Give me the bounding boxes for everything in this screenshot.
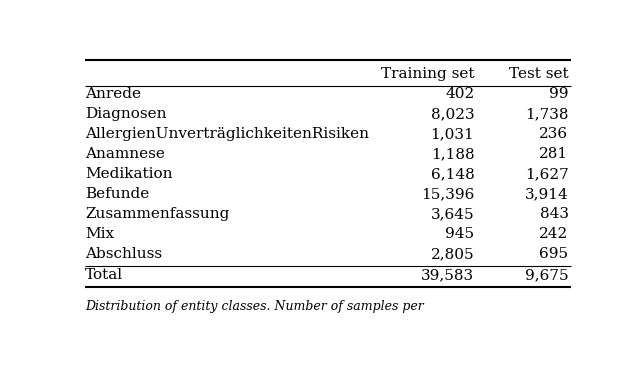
Text: Befunde: Befunde xyxy=(85,187,149,201)
Text: Abschluss: Abschluss xyxy=(85,248,162,262)
Text: Zusammenfassung: Zusammenfassung xyxy=(85,207,229,221)
Text: 1,627: 1,627 xyxy=(525,168,568,182)
Text: 1,188: 1,188 xyxy=(431,147,474,161)
Text: 3,914: 3,914 xyxy=(525,187,568,201)
Text: 9,675: 9,675 xyxy=(525,269,568,282)
Text: 402: 402 xyxy=(445,87,474,101)
Text: 1,031: 1,031 xyxy=(431,127,474,141)
Text: Test set: Test set xyxy=(509,67,568,81)
Text: 945: 945 xyxy=(445,227,474,241)
Text: 695: 695 xyxy=(540,248,568,262)
Text: 281: 281 xyxy=(540,147,568,161)
Text: Distribution of entity classes. Number of samples per: Distribution of entity classes. Number o… xyxy=(85,300,424,313)
Text: AllergienUnverträglichkeitenRisiken: AllergienUnverträglichkeitenRisiken xyxy=(85,127,369,141)
Text: 843: 843 xyxy=(540,207,568,221)
Text: Medikation: Medikation xyxy=(85,168,172,182)
Text: Anamnese: Anamnese xyxy=(85,147,165,161)
Text: 3,645: 3,645 xyxy=(431,207,474,221)
Text: 15,396: 15,396 xyxy=(421,187,474,201)
Text: 8,023: 8,023 xyxy=(431,107,474,121)
Text: 2,805: 2,805 xyxy=(431,248,474,262)
Text: 39,583: 39,583 xyxy=(421,269,474,282)
Text: Total: Total xyxy=(85,269,123,282)
Text: 236: 236 xyxy=(540,127,568,141)
Text: 99: 99 xyxy=(549,87,568,101)
Text: Training set: Training set xyxy=(381,67,474,81)
Text: 242: 242 xyxy=(540,227,568,241)
Text: 1,738: 1,738 xyxy=(525,107,568,121)
Text: Mix: Mix xyxy=(85,227,114,241)
Text: Anrede: Anrede xyxy=(85,87,141,101)
Text: 6,148: 6,148 xyxy=(431,168,474,182)
Text: Diagnosen: Diagnosen xyxy=(85,107,166,121)
